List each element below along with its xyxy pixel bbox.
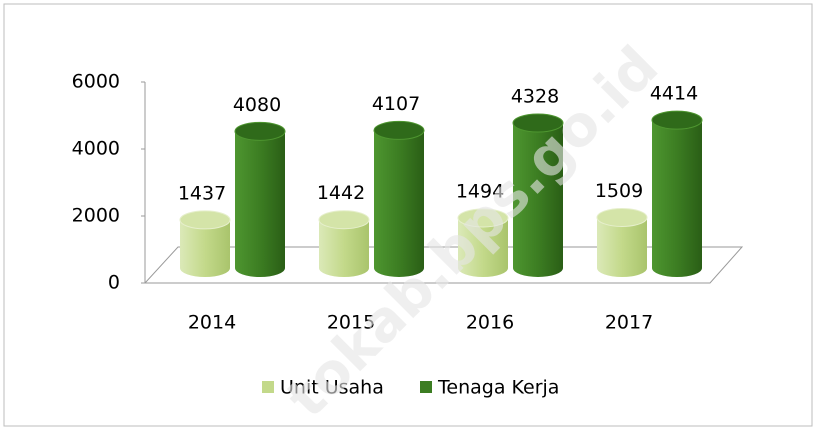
value-label: 1437 [178, 182, 226, 204]
bar-top [457, 208, 509, 228]
value-label: 1442 [317, 182, 365, 204]
bar-top [596, 207, 648, 227]
value-label: 4080 [233, 94, 281, 116]
legend-swatch [420, 381, 432, 393]
x-tick-label: 2015 [327, 312, 375, 334]
bar [652, 120, 702, 277]
bar-top [651, 110, 703, 130]
legend-swatch [262, 381, 274, 393]
legend-label: Tenaga Kerja [437, 377, 559, 399]
y-tick-label: 4000 [72, 138, 120, 160]
value-label: 4414 [650, 83, 698, 105]
bar-top [512, 113, 564, 133]
bar [513, 123, 563, 277]
bar-top [234, 121, 286, 141]
bar [180, 219, 230, 277]
bar [458, 217, 508, 277]
value-label: 1509 [595, 180, 643, 202]
bar-top [318, 210, 370, 230]
bar [319, 219, 369, 277]
bar-top [373, 120, 425, 140]
bar-top [179, 210, 231, 230]
value-label: 4328 [511, 86, 559, 108]
bar [374, 130, 424, 277]
y-tick-label: 0 [108, 272, 120, 294]
bar [235, 131, 285, 277]
value-label: 4107 [372, 93, 420, 115]
value-label: 1494 [456, 180, 504, 202]
floor [143, 246, 744, 284]
legend-label: Unit Usaha [280, 377, 384, 399]
bar [597, 217, 647, 277]
x-tick-label: 2014 [188, 312, 236, 334]
x-tick-label: 2017 [605, 312, 653, 334]
y-tick-label: 6000 [72, 71, 120, 93]
x-tick-label: 2016 [466, 312, 514, 334]
y-tick-label: 2000 [72, 205, 120, 227]
